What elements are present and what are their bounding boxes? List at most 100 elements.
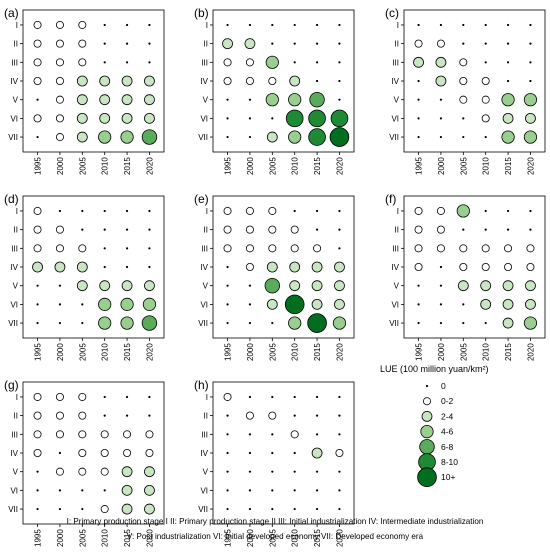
bubble-I-2015 [125,395,129,399]
bubble-VII-2000 [439,321,443,325]
y-tick-label: III [11,58,18,67]
bubble-V-2005 [76,94,88,106]
bubble-VII-2000 [439,135,443,139]
bubble-I-2005 [462,23,465,27]
bubble-II-2015 [506,228,510,231]
bubble-V-2005 [459,95,468,104]
legend-label: 0-2 [441,396,454,406]
y-tick-label: VI [391,114,399,123]
bubble-III-2015 [506,61,510,64]
bubble-V-2000 [248,470,252,473]
x-tick-label: 2015 [504,343,513,361]
bubble-V-1995 [226,98,229,101]
panel-frame [403,195,546,339]
bubble-V-2000 [439,284,443,287]
x-tick-label: 2005 [268,343,277,361]
bubble-I-2015 [125,23,129,27]
bubble-I-2005 [81,209,84,213]
bubble-II-1995 [33,225,42,234]
bubble-VI-2005 [462,117,465,120]
bubble-IV-2010 [293,451,296,455]
bubble-I-1995 [223,392,232,401]
bubble-IV-1995 [33,448,42,457]
bubble-VII-2015 [315,507,319,511]
legend-title: LUE (100 million yuan/km²) [380,364,489,374]
x-tick-label: 1995 [224,343,233,361]
bubble-II-1995 [33,411,42,420]
bubble-VII-2020 [141,129,158,145]
x-tick-label: 2005 [268,529,277,547]
bubble-III-2000 [245,58,254,67]
bubble-V-2010 [100,467,109,476]
bubble-VII-1995 [36,135,39,139]
x-tick-label: 2000 [437,343,446,361]
bubble-III-2005 [268,244,277,253]
bubble-II-2020 [529,42,532,45]
legend-swatch [417,467,437,488]
bubble-II-2005 [268,225,277,234]
bubble-II-2005 [81,228,84,231]
bubble-I-1995 [414,206,423,215]
bubble-III-2020 [148,247,151,250]
bubble-V-2010 [288,93,302,107]
bubble-VI-2015 [120,297,134,311]
bubble-IV-2015 [506,79,510,83]
bubble-III-2015 [125,61,129,64]
bubble-I-2005 [456,204,470,218]
bubble-II-1995 [222,38,233,50]
bubble-II-2020 [148,42,151,45]
bubble-VI-2020 [525,298,536,310]
legend-swatch [420,424,434,439]
bubble-I-2010 [293,23,296,27]
bubble-I-2020 [338,395,341,399]
bubble-IV-2000 [439,265,443,269]
bubble-IV-2015 [311,447,323,459]
bubble-VII-1995 [226,135,229,139]
bubble-IV-2000 [245,77,254,86]
bubble-II-2020 [338,42,341,45]
y-tick-label: VI [10,114,18,123]
y-tick-label: III [201,58,208,67]
bubble-VI-2005 [266,298,278,310]
bubble-VII-2020 [141,315,158,331]
bubble-I-2010 [484,23,487,27]
bubble-IV-1995 [33,77,42,86]
y-tick-label: III [392,58,399,67]
bubble-II-2015 [125,228,129,231]
y-tick-label: VII [198,133,208,142]
y-tick-label: III [11,430,18,439]
bubble-I-2015 [506,209,510,213]
bubble-VII-2000 [248,135,252,139]
bubble-IV-2020 [145,448,154,457]
bubble-IV-2005 [266,261,278,273]
x-tick-label: 1995 [224,529,233,547]
bubble-VII-2005 [271,321,274,325]
y-tick-label: I [397,21,399,30]
x-tick-label: 2020 [526,343,535,361]
bubble-III-2020 [526,244,535,253]
bubble-II-2020 [148,414,151,417]
x-tick-label: 2000 [56,157,65,175]
bubble-I-2020 [529,209,532,213]
x-tick-label: 2000 [56,529,65,547]
bubble-I-2020 [529,23,532,27]
bubble-III-2005 [78,58,87,67]
y-tick-label: VI [391,300,399,309]
x-tick-label: 2020 [145,529,154,547]
panel-label: (c) [385,6,399,20]
x-tick-label: 1995 [224,157,233,175]
bubble-III-2000 [245,244,254,253]
x-tick-label: 2015 [313,343,322,361]
bubble-IV-2000 [435,75,447,87]
bubble-I-2000 [245,206,254,215]
bubble-VII-2005 [81,507,84,511]
bubble-II-2015 [125,42,129,45]
y-tick-label: I [206,21,208,30]
bubble-II-2010 [103,42,106,45]
bubble-V-2010 [99,94,111,106]
bubble-VI-2000 [439,303,443,306]
bubble-V-2020 [338,470,341,473]
